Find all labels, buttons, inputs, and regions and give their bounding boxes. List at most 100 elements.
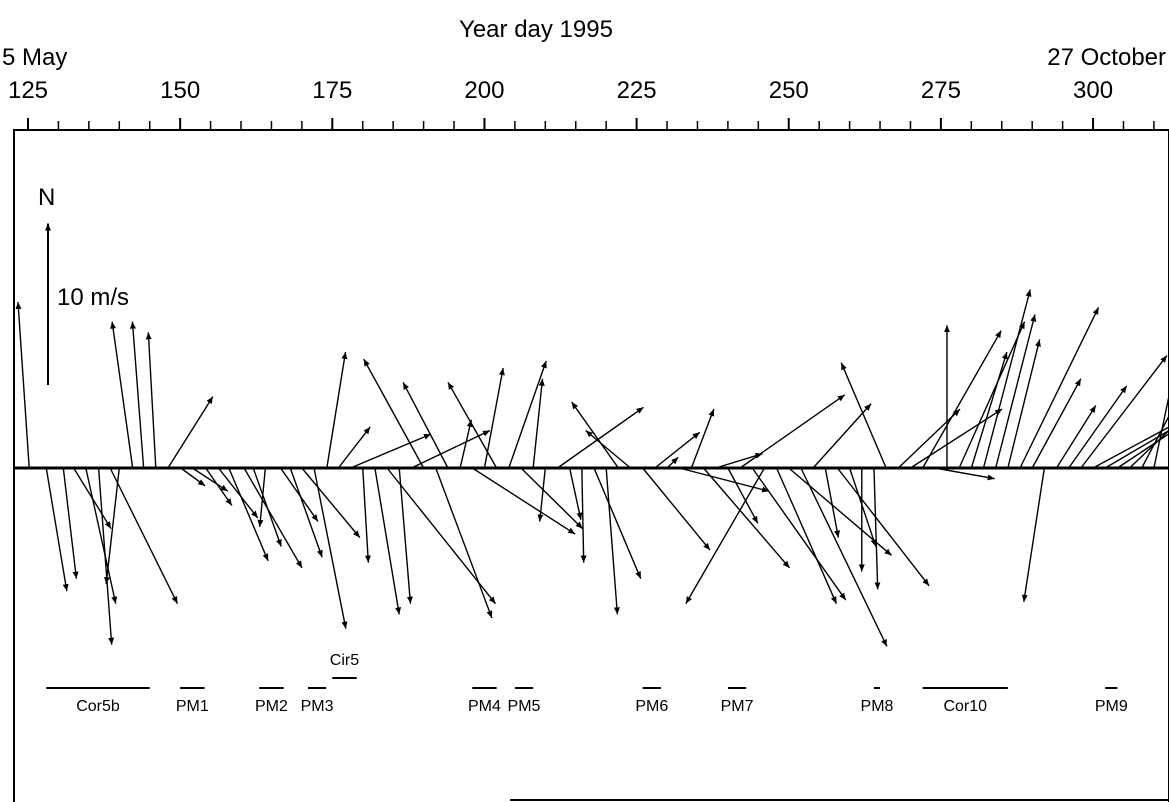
event-label: PM7 bbox=[721, 698, 754, 715]
wind-vector bbox=[751, 467, 847, 601]
wind-vector bbox=[1068, 385, 1128, 469]
wind-vector bbox=[934, 467, 995, 481]
wind-vector bbox=[605, 467, 620, 615]
wind-vector bbox=[243, 467, 303, 569]
wind-vector bbox=[982, 289, 1032, 469]
wind-vector bbox=[994, 314, 1037, 469]
wind-vector bbox=[580, 467, 587, 563]
wind-vector bbox=[1117, 432, 1169, 469]
wind-vector bbox=[398, 467, 413, 604]
x-tick-label: 150 bbox=[160, 77, 200, 104]
wind-vector bbox=[167, 396, 214, 469]
event-markers: Cor5b PM1 PM2 PM3 Cir5 PM4 PM5 PM6 PM7 PM8 Cor10 PM… bbox=[46, 652, 1128, 715]
wind-vector bbox=[557, 406, 644, 469]
wind-vector bbox=[471, 467, 576, 535]
north-label: N bbox=[38, 184, 55, 211]
wind-vector bbox=[217, 467, 259, 519]
x-tick-label: 225 bbox=[617, 77, 657, 104]
wind-vector bbox=[459, 419, 473, 469]
x-axis-ticks bbox=[27, 118, 1155, 130]
wind-vector bbox=[685, 467, 766, 605]
wind-vector bbox=[715, 452, 763, 469]
wind-vector bbox=[1019, 307, 1100, 469]
chart-title: Year day 1995 bbox=[459, 16, 613, 43]
wind-vector bbox=[520, 467, 584, 530]
wind-vector bbox=[848, 467, 877, 547]
wind-vector bbox=[97, 467, 115, 645]
wind-vector bbox=[85, 467, 118, 604]
wind-vector bbox=[970, 351, 1008, 469]
wind-vector bbox=[1055, 405, 1097, 469]
wind-vector bbox=[642, 467, 711, 551]
wind-vector bbox=[897, 408, 961, 469]
wind-vector bbox=[313, 467, 348, 629]
wind-vector bbox=[191, 467, 229, 492]
wind-vector bbox=[252, 467, 282, 547]
wind-vector bbox=[228, 467, 269, 562]
wind-vector bbox=[571, 401, 619, 469]
end-date-label: 27 October bbox=[1047, 44, 1166, 71]
x-tick-label: 125 bbox=[8, 77, 48, 104]
x-tick-labels: 125 150 175 200 225 250 275 300 bbox=[8, 77, 1113, 104]
wind-vector bbox=[289, 467, 323, 558]
event-label: Cor5b bbox=[76, 698, 120, 715]
wind-vector bbox=[703, 467, 791, 569]
wind-vector bbox=[104, 467, 120, 585]
wind-vector bbox=[958, 321, 1026, 469]
plot-frame bbox=[13, 129, 1169, 802]
start-date-label: 5 May bbox=[2, 44, 67, 71]
wind-vector bbox=[447, 381, 498, 469]
wind-vector bbox=[1141, 414, 1169, 469]
wind-vector bbox=[910, 408, 1003, 469]
wind-vector bbox=[435, 467, 493, 619]
wind-vector bbox=[654, 431, 701, 469]
wind-vector bbox=[568, 467, 583, 520]
event-label: PM3 bbox=[301, 698, 334, 715]
x-tick-label: 300 bbox=[1073, 77, 1113, 104]
wind-vector bbox=[508, 360, 547, 469]
event-label: Cor10 bbox=[943, 698, 987, 715]
wind-vector bbox=[727, 467, 759, 524]
wind-vector bbox=[45, 467, 69, 592]
wind-vector bbox=[109, 467, 179, 604]
wind-vector bbox=[532, 378, 545, 469]
wind-vector bbox=[1080, 355, 1168, 469]
wind-vector bbox=[593, 467, 642, 579]
wind-vector bbox=[62, 467, 79, 579]
wind-vector bbox=[800, 467, 888, 647]
wind-vector bbox=[180, 467, 206, 487]
event-label: PM6 bbox=[635, 698, 668, 715]
wind-vector bbox=[337, 426, 371, 469]
wind-vector bbox=[585, 429, 631, 469]
wind-vectors bbox=[15, 289, 1169, 647]
wind-vector bbox=[15, 301, 30, 469]
wind-vector bbox=[1129, 429, 1169, 469]
wind-vector bbox=[537, 467, 547, 522]
wind-vector bbox=[922, 330, 1002, 469]
wind-vector bbox=[690, 408, 715, 469]
wind-vector bbox=[362, 467, 371, 563]
scale-key: N 10 m/s bbox=[38, 184, 129, 385]
wind-vector bbox=[402, 381, 449, 469]
wind-vector bbox=[1104, 429, 1169, 469]
wind-vector bbox=[812, 403, 872, 469]
x-tick-label: 250 bbox=[769, 77, 809, 104]
event-label: PM1 bbox=[176, 698, 209, 715]
wind-vector bbox=[666, 456, 679, 469]
x-tick-label: 275 bbox=[921, 77, 961, 104]
wind-vector bbox=[145, 332, 157, 469]
wind-vector bbox=[1153, 392, 1169, 469]
wind-vector bbox=[1021, 467, 1046, 602]
wind-vector bbox=[824, 467, 841, 538]
event-label: PM5 bbox=[508, 698, 541, 715]
wind-vector bbox=[1092, 426, 1169, 469]
wind-vector bbox=[836, 467, 930, 587]
wind-vector bbox=[1031, 378, 1082, 469]
wind-vector bbox=[411, 429, 491, 469]
event-label: PM2 bbox=[255, 698, 288, 715]
wind-vector bbox=[129, 321, 145, 469]
wind-vector bbox=[205, 467, 233, 506]
event-label: PM4 bbox=[468, 698, 501, 715]
wind-vector bbox=[350, 433, 432, 469]
